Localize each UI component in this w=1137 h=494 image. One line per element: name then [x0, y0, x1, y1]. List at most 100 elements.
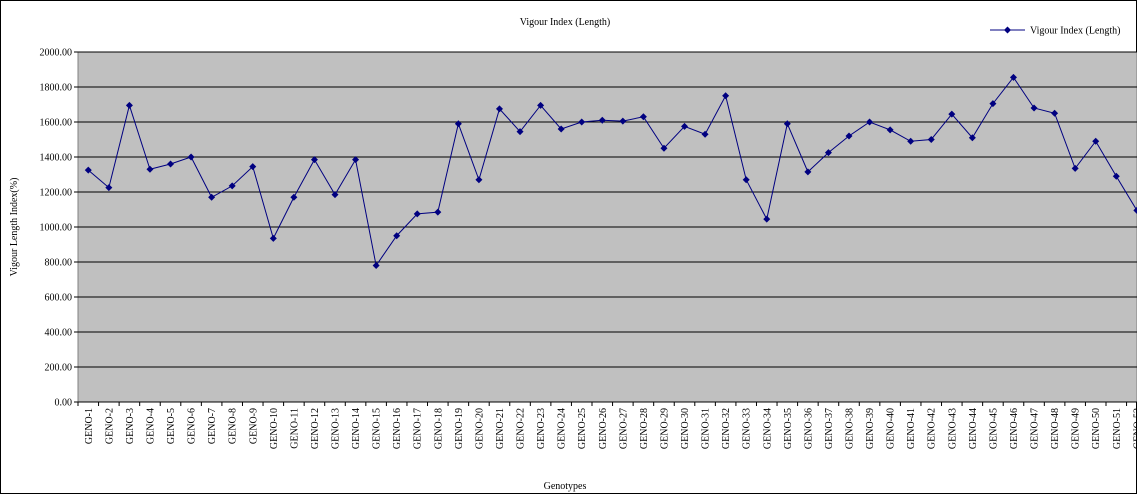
x-tick-label: GENO-40: [886, 408, 897, 449]
data-point: [352, 156, 360, 164]
data-point: [598, 116, 606, 124]
x-tick-label: GENO-22: [516, 408, 527, 449]
x-tick-label: GENO-25: [577, 408, 588, 449]
y-tick-label: 800.00: [45, 258, 73, 269]
data-point: [208, 193, 216, 201]
data-point: [927, 136, 935, 143]
y-tick-label: 1800.00: [40, 83, 73, 94]
x-tick-label: GENO-35: [783, 408, 794, 449]
x-tick-label: GENO-15: [372, 408, 383, 449]
x-tick-label: GENO-34: [762, 408, 773, 449]
data-point: [783, 120, 791, 128]
x-tick-label: GENO-31: [701, 408, 712, 449]
x-tick-label: GENO-44: [968, 408, 979, 449]
y-tick-label: 2000.00: [40, 48, 73, 59]
x-tick-label: GENO-36: [803, 408, 814, 449]
x-tick-label: GENO-2: [104, 408, 115, 444]
x-tick-label: GENO-18: [433, 408, 444, 449]
data-point: [619, 117, 627, 125]
x-tick-label: GENO-28: [639, 408, 650, 449]
data-point: [372, 262, 380, 269]
data-point: [537, 101, 545, 109]
data-point: [434, 208, 442, 216]
x-tick-label: GENO-13: [331, 408, 342, 449]
x-tick-label: GENO-6: [187, 408, 198, 444]
data-point: [557, 125, 565, 133]
data-point: [105, 184, 113, 192]
x-tick-label: GENO-38: [845, 408, 856, 449]
data-point: [413, 210, 421, 218]
x-tick-label: GENO-33: [742, 408, 753, 449]
data-point: [167, 160, 175, 168]
data-point: [331, 191, 339, 199]
data-point: [845, 132, 853, 140]
x-tick-label: GENO-27: [618, 408, 629, 449]
x-tick-label: GENO-5: [166, 408, 177, 444]
data-point: [249, 163, 257, 171]
data-point: [804, 168, 812, 176]
data-point: [866, 118, 874, 126]
x-tick-label: GENO-32: [721, 408, 732, 449]
x-tick-label: GENO-23: [536, 408, 547, 449]
data-point: [1009, 73, 1017, 81]
data-point: [886, 126, 894, 134]
data-point: [393, 232, 401, 240]
data-point: [1030, 104, 1038, 112]
x-tick-label: GENO-43: [947, 408, 958, 449]
data-point: [742, 176, 750, 184]
x-tick-label: GENO-19: [454, 408, 465, 449]
y-axis-label: Vigour Length Index(%): [9, 178, 20, 277]
x-tick-label: GENO-45: [988, 408, 999, 449]
y-tick-label: 0.00: [55, 398, 73, 409]
data-point: [989, 100, 997, 108]
series-line: [87, 76, 1137, 267]
data-point: [722, 92, 730, 100]
data-point: [660, 144, 668, 152]
x-tick-label: GENO-8: [228, 408, 239, 444]
x-tick-label: GENO-48: [1050, 408, 1061, 449]
x-tick-label: GENO-10: [269, 408, 280, 449]
x-tick-label: GENO-42: [927, 408, 938, 449]
x-tick-label: GENO-30: [680, 408, 691, 449]
x-tick-label: GENO-3: [125, 408, 136, 444]
data-point: [310, 156, 318, 164]
x-tick-label: GENO-26: [598, 408, 609, 449]
y-tick-label: 600.00: [45, 293, 73, 304]
y-tick-label: 200.00: [45, 363, 73, 374]
x-tick-label: GENO-51: [1112, 408, 1123, 449]
data-point: [1112, 172, 1120, 180]
x-tick-label: GENO-12: [310, 408, 321, 449]
x-tick-label: GENO-41: [906, 408, 917, 449]
legend-marker: [1004, 26, 1011, 34]
data-point: [824, 149, 832, 157]
x-tick-label: GENO-20: [474, 408, 485, 449]
chart-title: Vigour Index (Length): [520, 17, 610, 28]
x-tick-label: GENO-17: [413, 408, 424, 449]
data-point: [84, 166, 92, 174]
x-tick-label: GENO-24: [557, 408, 568, 449]
x-tick-label: GENO-47: [1030, 408, 1041, 449]
data-point: [187, 153, 195, 161]
data-point: [1071, 164, 1079, 172]
data-point: [681, 122, 689, 130]
y-tick-label: 1200.00: [40, 188, 73, 199]
x-axis-label: Genotypes: [544, 481, 587, 492]
x-tick-label: GENO-1: [84, 408, 95, 444]
data-point: [907, 137, 915, 145]
y-tick-label: 1600.00: [40, 118, 73, 129]
data-point: [228, 182, 236, 190]
x-tick-label: GENO-52: [1132, 408, 1137, 449]
data-point: [475, 176, 483, 184]
data-point: [578, 118, 586, 126]
data-point: [516, 128, 524, 136]
data-point: [290, 193, 298, 201]
x-tick-label: GENO-16: [392, 408, 403, 449]
data-point: [639, 113, 647, 121]
data-point: [948, 110, 956, 118]
data-point: [454, 120, 462, 128]
legend-label: Vigour Index (Length): [1030, 26, 1120, 37]
data-point: [269, 234, 277, 242]
y-tick-label: 400.00: [45, 328, 73, 339]
x-tick-label: GENO-50: [1091, 408, 1102, 449]
